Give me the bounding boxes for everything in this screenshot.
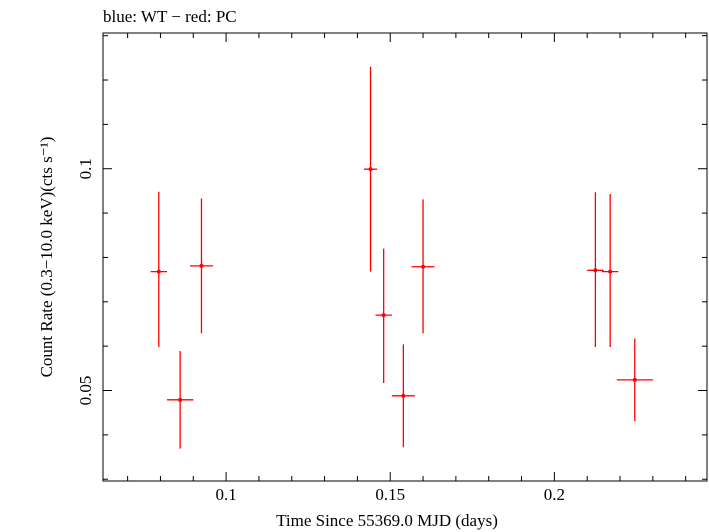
data-series-pc [150,66,653,449]
data-point [150,191,168,348]
data-point [189,198,213,334]
data-point [411,199,435,334]
chart-title: blue: WT − red: PC [103,7,237,26]
data-point [587,192,604,348]
data-point [391,344,415,448]
x-tick-label: 0.1 [215,485,236,504]
x-axis-ticks: 0.1 0.15 0.2 [127,33,687,504]
point-marker [421,264,426,269]
point-marker [593,268,598,273]
data-point [167,351,194,449]
point-marker [632,377,637,382]
plot-frame [102,32,708,482]
data-point [616,338,653,422]
y-tick-label: 0.05 [76,376,95,406]
point-marker [368,167,373,172]
x-axis-label: Time Since 55369.0 MJD (days) [276,511,498,530]
data-point [601,194,619,348]
point-marker [178,397,183,402]
data-point [375,248,392,383]
data-point [363,66,378,272]
y-axis-label: Count Rate (0.3−10.0 keV)(cts s⁻¹) [37,137,56,378]
x-tick-label: 0.2 [544,485,565,504]
point-marker [156,269,161,274]
y-tick-label: 0.1 [76,158,95,179]
point-marker [608,269,613,274]
point-marker [199,263,204,268]
point-marker [401,393,406,398]
y-axis-ticks: 0.05 0.1 [76,35,707,480]
point-marker [381,313,386,318]
x-tick-label: 0.15 [375,485,405,504]
